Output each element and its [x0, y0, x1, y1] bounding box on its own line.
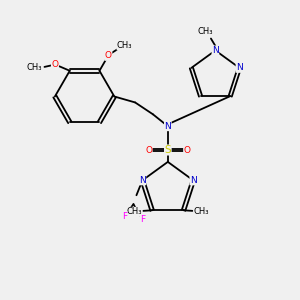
Text: N: N	[212, 46, 219, 55]
Text: N: N	[236, 63, 243, 72]
Text: N: N	[190, 176, 196, 185]
Text: O: O	[105, 51, 112, 60]
Text: CH₃: CH₃	[117, 41, 133, 50]
Text: F: F	[140, 214, 145, 224]
Text: S: S	[164, 145, 171, 155]
Text: N: N	[139, 176, 146, 185]
Text: F: F	[122, 212, 127, 220]
Text: O: O	[145, 146, 152, 154]
Text: O: O	[184, 146, 191, 154]
Text: CH₃: CH₃	[194, 207, 209, 216]
Text: CH₃: CH₃	[127, 207, 142, 216]
Text: N: N	[164, 122, 171, 131]
Text: CH₃: CH₃	[26, 63, 42, 72]
Text: O: O	[51, 60, 58, 69]
Text: CH₃: CH₃	[197, 27, 213, 36]
